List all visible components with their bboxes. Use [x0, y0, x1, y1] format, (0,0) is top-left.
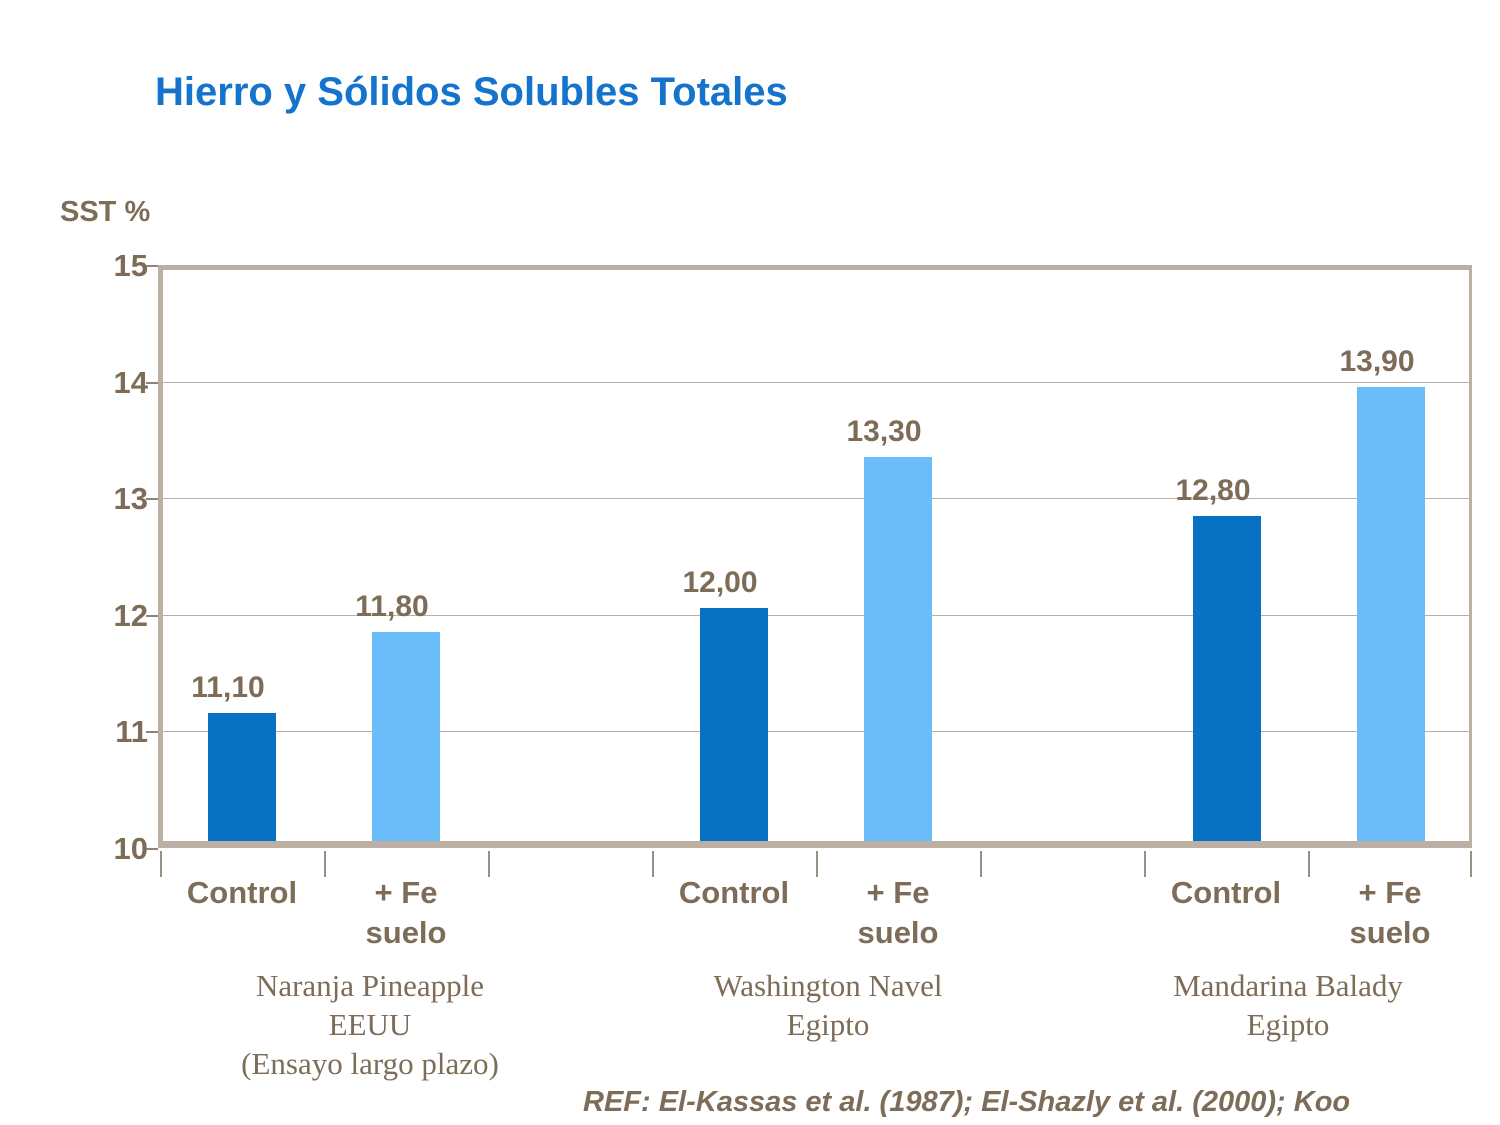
y-tick-label-13: 13: [113, 481, 148, 516]
gridline-14: [163, 382, 1469, 383]
plot-area: [158, 265, 1472, 848]
category-label-control-3: Control: [1170, 875, 1282, 910]
x-tick-4: [816, 851, 818, 877]
x-tick-2: [488, 851, 490, 877]
y-tick-mark-14: [146, 382, 158, 384]
y-tick-label-10: 10: [113, 831, 148, 866]
bar-fe-suelo-washington-navel[interactable]: [864, 457, 932, 841]
category-label-control-1: Control: [186, 875, 298, 910]
x-tick-3: [652, 851, 654, 877]
x-tick-7: [1308, 851, 1310, 877]
bar-fe-suelo-naranja-pineapple[interactable]: [372, 632, 440, 841]
y-tick-mark-10: [146, 848, 158, 850]
y-axis-title: SST %: [60, 196, 151, 228]
group-label-mandarina-balady: Mandarina Balady Egipto: [1173, 968, 1403, 1042]
bar-control-mandarina-balady[interactable]: [1193, 516, 1261, 841]
group-label-naranja-pineapple: Naranja Pineapple EEUU (Ensayo largo pla…: [241, 968, 499, 1081]
y-tick-label-12: 12: [113, 598, 148, 633]
bar-value-11-10: 11,10: [191, 671, 265, 704]
gridline-12: [163, 615, 1469, 616]
x-tick-1: [324, 851, 326, 877]
y-tick-mark-11: [146, 731, 158, 733]
y-tick-label-11: 11: [115, 714, 148, 749]
y-tick-label-14: 14: [113, 365, 148, 400]
bar-value-12-80: 12,80: [1175, 474, 1251, 507]
x-tick-6: [1144, 851, 1146, 877]
category-label-fe-suelo-2: + Fe suelo: [857, 875, 939, 950]
x-tick-8: [1470, 851, 1472, 877]
y-tick-mark-12: [146, 615, 158, 617]
bar-fe-suelo-mandarina-balady[interactable]: [1357, 387, 1425, 841]
y-tick-mark-13: [146, 498, 158, 500]
bar-control-washington-navel[interactable]: [700, 608, 768, 841]
y-tick-label-15: 15: [113, 248, 148, 283]
gridline-13: [163, 498, 1469, 499]
y-tick-mark-15: [146, 265, 158, 267]
reference-note: REF: El-Kassas et al. (1987); El-Shazly …: [583, 1086, 1351, 1118]
bar-value-13-90: 13,90: [1339, 345, 1415, 378]
x-tick-0: [160, 851, 162, 877]
x-tick-5: [980, 851, 982, 877]
category-label-fe-suelo-1: + Fe suelo: [365, 875, 447, 950]
gridline-11: [163, 731, 1469, 732]
bar-control-naranja-pineapple[interactable]: [208, 713, 276, 841]
category-label-fe-suelo-3: + Fe suelo: [1349, 875, 1431, 950]
bar-value-11-80: 11,80: [355, 590, 429, 623]
group-label-washington-navel: Washington Navel Egipto: [713, 968, 943, 1042]
bar-value-13-30: 13,30: [846, 415, 922, 448]
page-title: Hierro y Sólidos Solubles Totales: [155, 70, 788, 114]
bar-value-12-00: 12,00: [682, 566, 758, 599]
category-label-control-2: Control: [678, 875, 790, 910]
